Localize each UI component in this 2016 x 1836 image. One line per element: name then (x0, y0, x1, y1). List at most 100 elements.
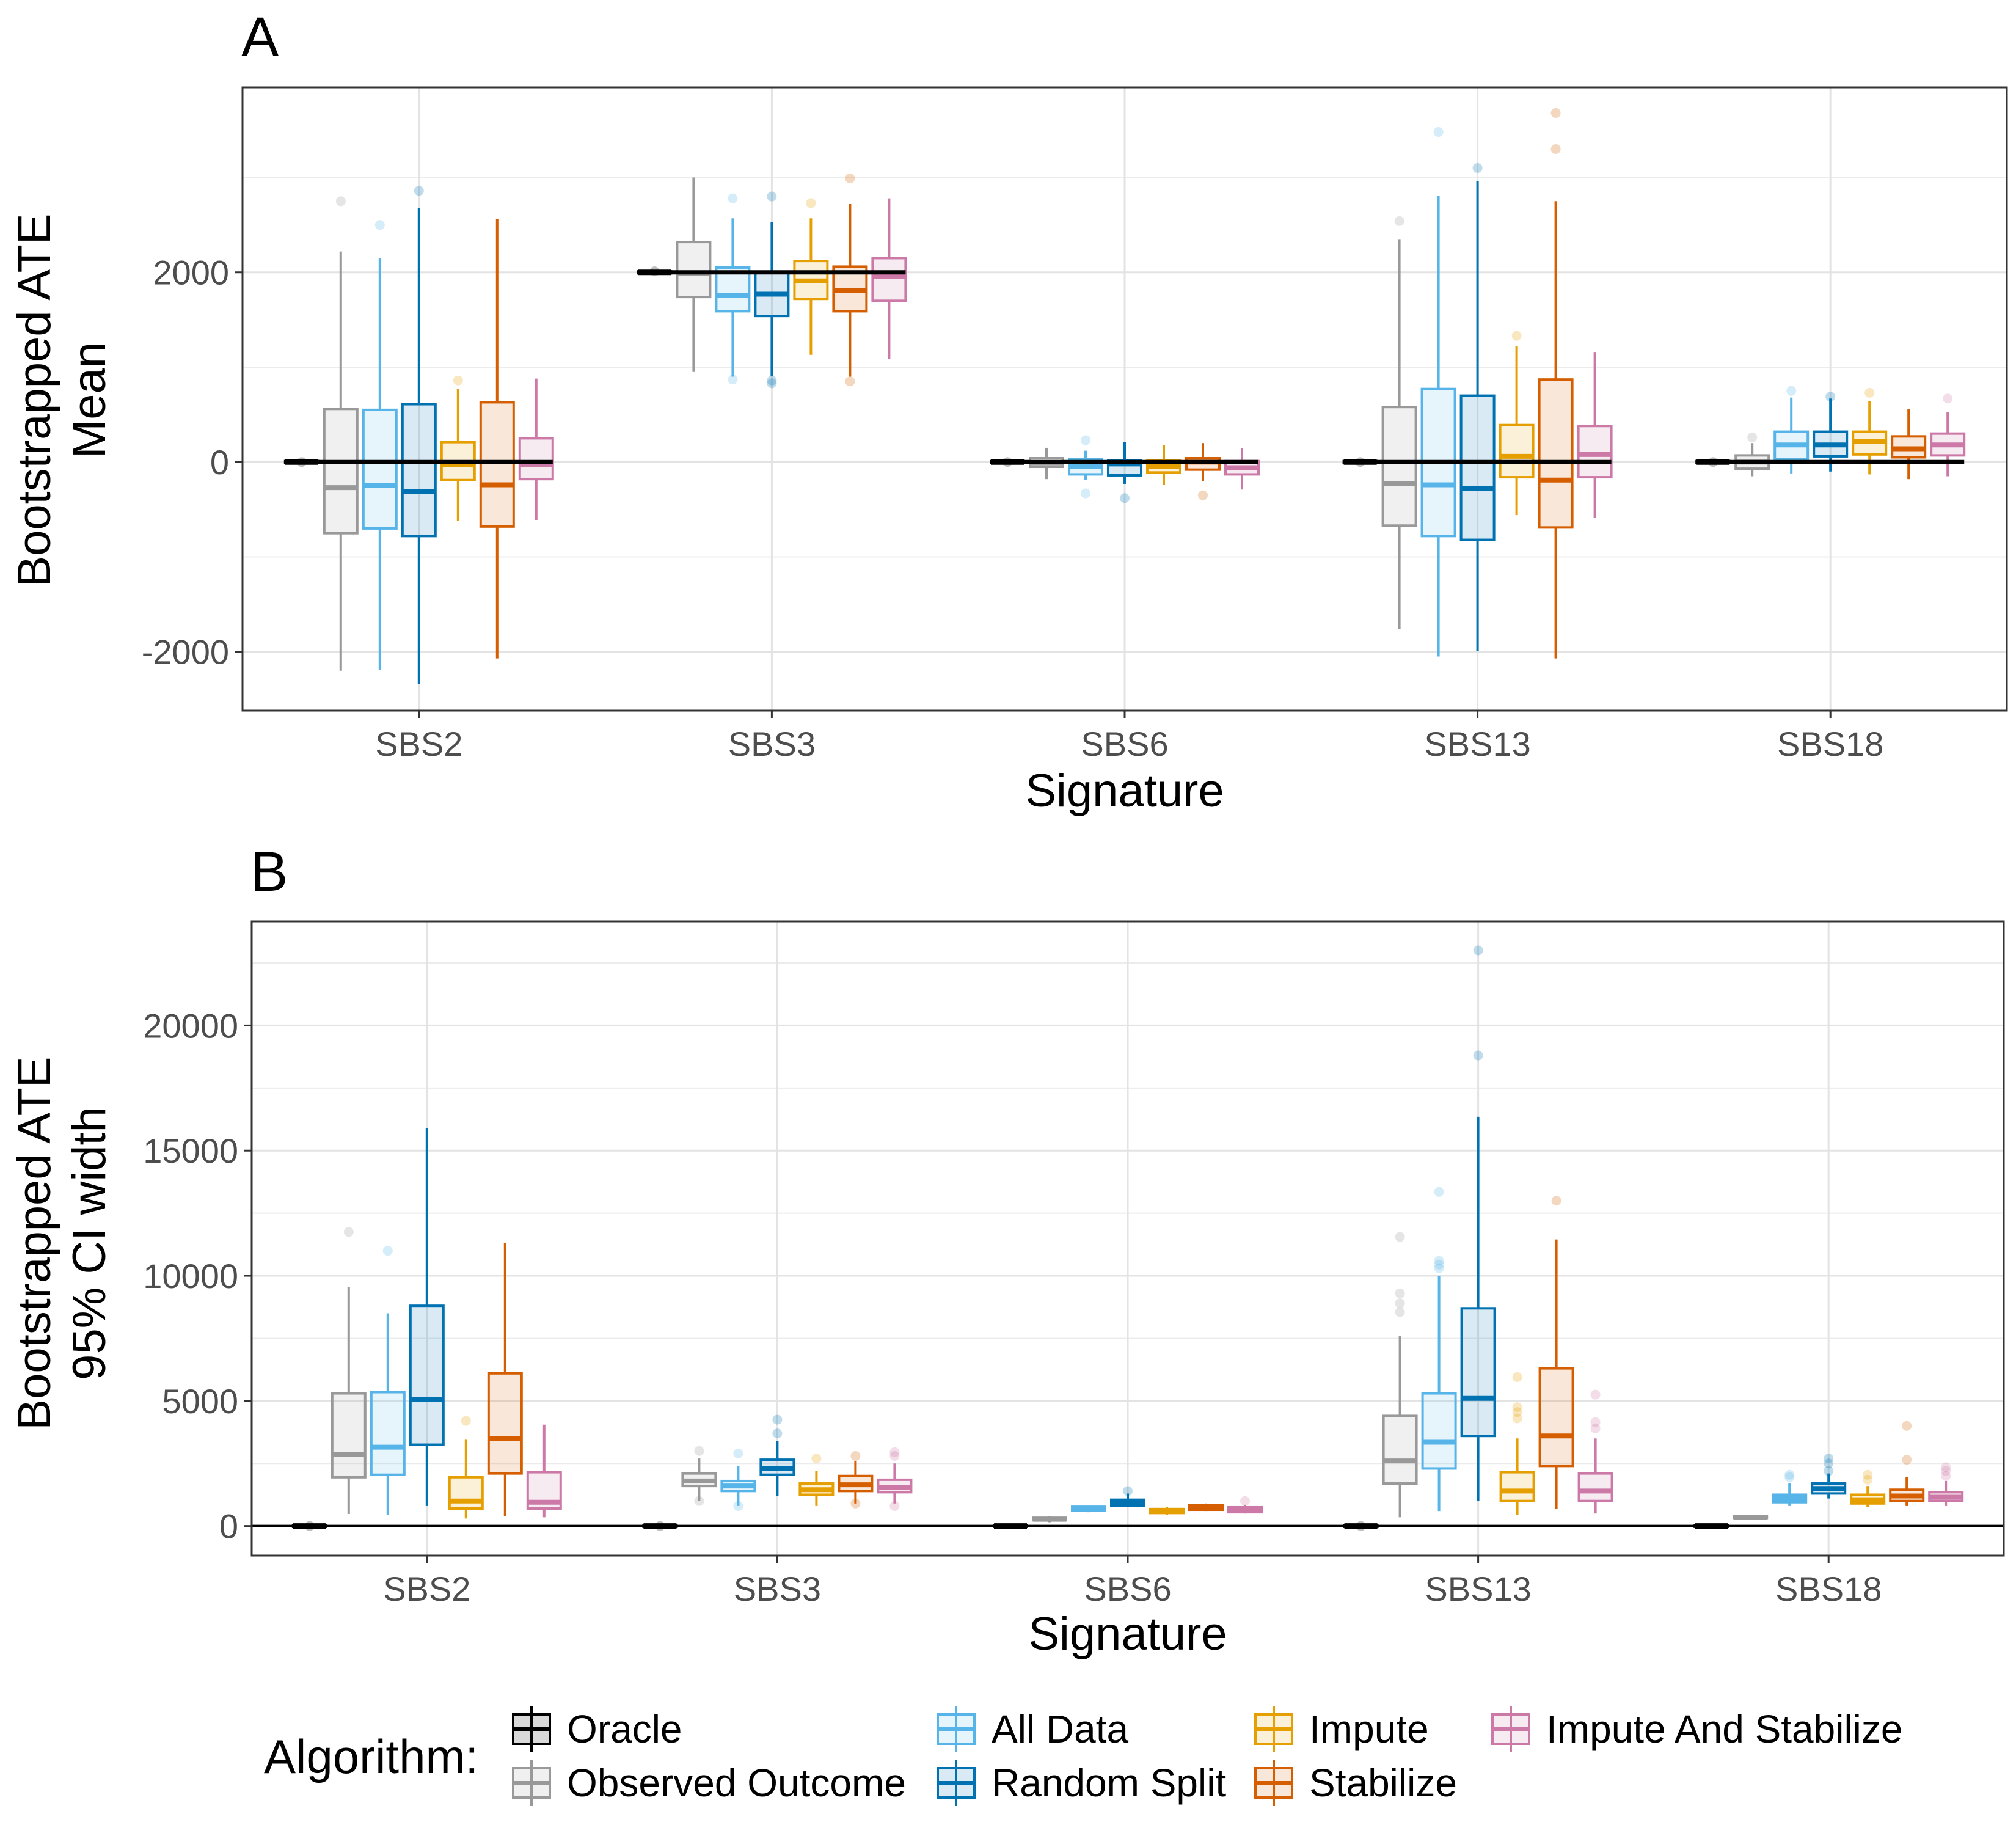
box-impute-sbs18 (1852, 387, 1888, 475)
outlier-point (767, 378, 777, 389)
y-tick-label: 0 (219, 1507, 238, 1546)
outlier-point (1120, 493, 1130, 503)
box-iqr (1421, 1392, 1457, 1470)
legend-label: Observed Outcome (567, 1761, 906, 1805)
outlier-point (1395, 1232, 1405, 1242)
outlier-point (1394, 216, 1404, 226)
legend-title: Algorithm: (264, 1730, 478, 1783)
box-impute-and-stabilize-sbs2 (518, 378, 554, 520)
outlier-point (1590, 1423, 1601, 1433)
x-tick-label-sbs6: SBS6 (1081, 725, 1168, 763)
x-tick-label-sbs3: SBS3 (728, 725, 816, 763)
legend-item-oracle: Oracle (512, 1706, 682, 1752)
outlier-point (850, 1450, 861, 1461)
legend-key-box-icon (512, 1760, 551, 1806)
y-tick-label: 2000 (153, 254, 229, 292)
outlier-point (1786, 386, 1797, 396)
box-iqr (676, 241, 712, 299)
legend-item-impute: Impute (1254, 1706, 1429, 1752)
box-iqr (1577, 1472, 1613, 1502)
outlier-point (767, 191, 777, 202)
outlier-point (733, 1448, 743, 1458)
series-impute (448, 1372, 1886, 1519)
y-tick-label: 5000 (162, 1382, 238, 1421)
outlier-point (1512, 1413, 1522, 1424)
box-impute-sbs3 (798, 1454, 835, 1506)
box-random-split-sbs18 (1813, 392, 1849, 472)
box-all-data-sbs18 (1773, 386, 1810, 474)
box-oracle-sbs13 (1343, 1521, 1379, 1531)
outlier-point (335, 196, 346, 207)
outlier-point (1081, 435, 1090, 445)
box-impute-sbs13 (1499, 331, 1535, 516)
legend-label: Impute (1309, 1707, 1429, 1751)
legend-item-random-split: Random Split (937, 1760, 1226, 1806)
legend-label: Impute And Stabilize (1546, 1707, 1902, 1751)
panel-border (241, 86, 2008, 712)
box-all-data-sbs3 (715, 193, 751, 385)
outlier-point (1863, 1474, 1873, 1485)
legend-item-impute-and-stabilize: Impute And Stabilize (1491, 1706, 1902, 1752)
outlier-point (1825, 392, 1836, 402)
outlier-point (461, 1416, 471, 1426)
outlier-point (1512, 1402, 1522, 1413)
box-iqr (715, 266, 751, 313)
series-impute-and-stabilize (518, 198, 1966, 520)
box-random-split-sbs18 (1811, 1454, 1847, 1499)
box-impute-sbs6 (1149, 1507, 1185, 1515)
outlier-point (1824, 1454, 1834, 1464)
box-iqr (1499, 1471, 1535, 1502)
x-tick-label-sbs18: SBS18 (1777, 725, 1883, 763)
box-oracle-sbs2 (291, 1521, 327, 1531)
outlier-point (1472, 163, 1483, 173)
outlier-point (1434, 1187, 1444, 1197)
x-tick-label-sbs18: SBS18 (1775, 1570, 1882, 1608)
outlier-point (1824, 1458, 1834, 1469)
x-tick-label-sbs2: SBS2 (375, 725, 462, 763)
box-impute-sbs3 (793, 198, 829, 355)
legend-item-all-data: All Data (937, 1706, 1129, 1752)
box-observed-outcome-sbs13 (1382, 1232, 1418, 1518)
x-tick-label-sbs13: SBS13 (1424, 725, 1530, 763)
outlier-point (1123, 1486, 1133, 1496)
outlier-point (343, 1227, 354, 1237)
outlier-point (1943, 393, 1953, 404)
outlier-point (811, 1454, 822, 1464)
box-iqr (1538, 1367, 1574, 1468)
box-stabilize-sbs2 (479, 219, 515, 659)
box-oracle-sbs6 (993, 1523, 1028, 1529)
outlier-point (1784, 1469, 1795, 1480)
panel-a-plot: -2000 0 2000 SBS2 SBS3 SBS6 SBS13 SBS18 (142, 86, 2008, 763)
series-random-split (409, 945, 1847, 1507)
outlier-point (1356, 1521, 1366, 1531)
box-iqr (331, 1392, 367, 1479)
box-impute-and-stabilize-sbs18 (1928, 1462, 1964, 1506)
legend-key-box-icon (937, 1760, 976, 1806)
box-random-split-sbs3 (759, 1414, 795, 1496)
y-tick-label: -2000 (142, 633, 229, 671)
box-iqr (518, 437, 554, 481)
box-observed-outcome-sbs18 (1733, 1515, 1769, 1520)
outlier-point (1864, 387, 1875, 398)
box-random-split-sbs2 (401, 186, 437, 684)
box-impute-and-stabilize-sbs13 (1577, 352, 1613, 518)
outlier-point (1863, 1469, 1873, 1480)
box-stabilize-sbs13 (1538, 108, 1574, 659)
panel-b-y-axis-title-line2: 95% CI width (64, 1106, 115, 1380)
box-stabilize-sbs3 (838, 1450, 874, 1509)
y-tick-label: 0 (210, 443, 229, 481)
box-all-data-sbs13 (1421, 1187, 1457, 1512)
panel-label-b: B (250, 841, 288, 903)
box-impute-and-stabilize-sbs18 (1930, 393, 1966, 477)
outlier-point (1081, 488, 1090, 499)
legend-key-box-icon (512, 1706, 551, 1752)
box-iqr (362, 408, 398, 530)
box-stabilize-sbs6 (1188, 1503, 1224, 1512)
outlier-point (806, 198, 816, 208)
outlier-point (655, 1521, 665, 1531)
outlier-point (1590, 1417, 1601, 1427)
outlier-point (1395, 1288, 1405, 1298)
box-all-data-sbs2 (362, 220, 398, 670)
box-impute-and-stabilize-sbs6 (1227, 1496, 1263, 1514)
outlier-point (1198, 490, 1208, 500)
